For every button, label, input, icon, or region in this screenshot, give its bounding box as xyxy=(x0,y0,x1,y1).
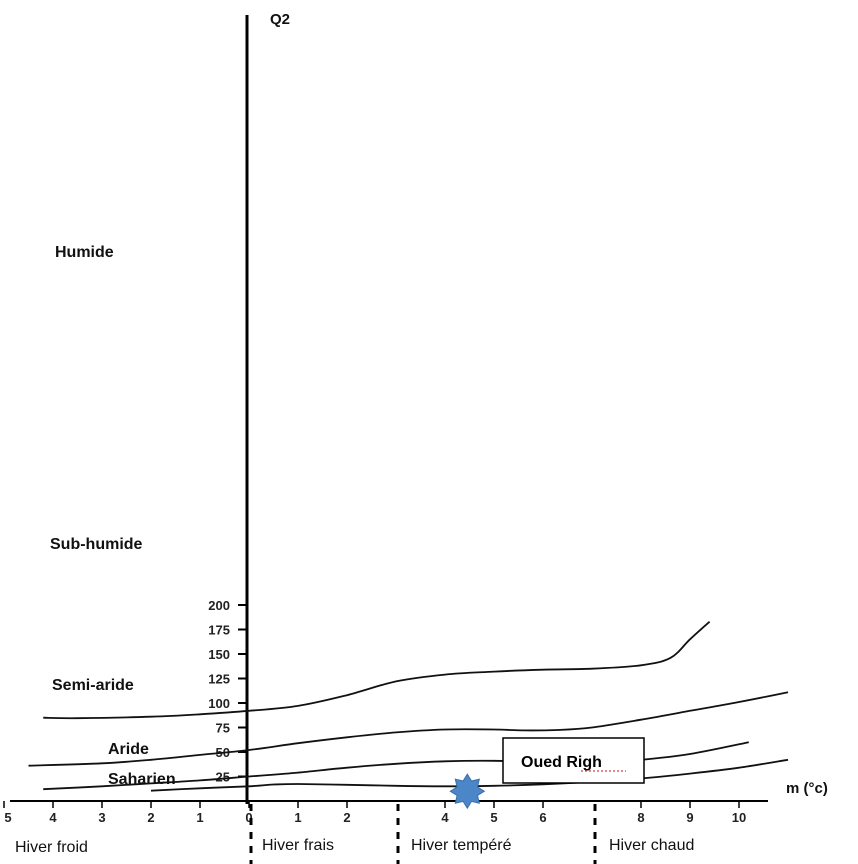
zone-label-humide: Humide xyxy=(55,244,114,261)
zone-label-aride: Aride xyxy=(108,741,149,758)
boundary-curve-2 xyxy=(28,691,789,767)
x-tick-label: 4 xyxy=(49,810,57,825)
y-tick-label: 125 xyxy=(208,672,230,687)
station-label-box xyxy=(502,737,645,784)
boundary-curve-4 xyxy=(150,758,789,792)
winter-label-chaud: Hiver chaud xyxy=(609,837,694,854)
y-axis-title: Q2 xyxy=(270,11,290,28)
x-tick-label: 10 xyxy=(732,810,746,825)
boundary-curves xyxy=(28,621,789,792)
y-tick-label: 75 xyxy=(216,721,230,736)
x-tick-label: 5 xyxy=(4,810,11,825)
x-tick-label: 3 xyxy=(98,810,105,825)
x-ticks: 5 4 3 2 1 0 1 2 4 5 6 8 9 10 xyxy=(3,801,746,825)
y-tick-label: 175 xyxy=(208,623,230,638)
y-tick-label: 150 xyxy=(208,647,230,662)
station-label: Oued Righ xyxy=(521,754,602,771)
x-axis-title: m (°c) xyxy=(786,780,828,797)
zone-label-sub-humide: Sub-humide xyxy=(50,536,143,553)
x-tick-label: 1 xyxy=(196,810,203,825)
star-icon xyxy=(449,773,486,810)
x-tick-label: 5 xyxy=(490,810,497,825)
x-tick-label: 8 xyxy=(637,810,644,825)
x-tick-label: 9 xyxy=(686,810,693,825)
zone-label-saharien: Saharien xyxy=(108,771,176,788)
boundary-curve-1 xyxy=(43,621,711,720)
winter-label-tempere: Hiver tempéré xyxy=(411,837,512,854)
x-tick-label: 2 xyxy=(147,810,154,825)
y-tick-label: 25 xyxy=(216,770,230,785)
zone-label-semi-aride: Semi-aride xyxy=(52,677,134,694)
winter-label-frais: Hiver frais xyxy=(262,837,334,854)
x-tick-label: 0 xyxy=(245,810,252,825)
y-tick-label: 100 xyxy=(208,696,230,711)
winter-label-froid: Hiver froid xyxy=(15,839,88,856)
y-tick-label: 200 xyxy=(208,598,230,613)
x-tick-label: 1 xyxy=(294,810,301,825)
x-tick-label: 6 xyxy=(539,810,546,825)
x-tick-label: 2 xyxy=(343,810,350,825)
x-tick-label: 4 xyxy=(441,810,449,825)
